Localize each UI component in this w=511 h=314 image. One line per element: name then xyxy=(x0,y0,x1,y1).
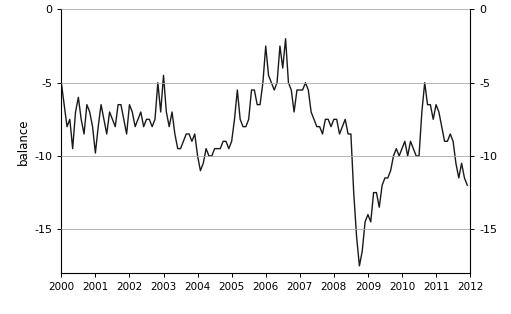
Y-axis label: balance: balance xyxy=(17,118,30,165)
